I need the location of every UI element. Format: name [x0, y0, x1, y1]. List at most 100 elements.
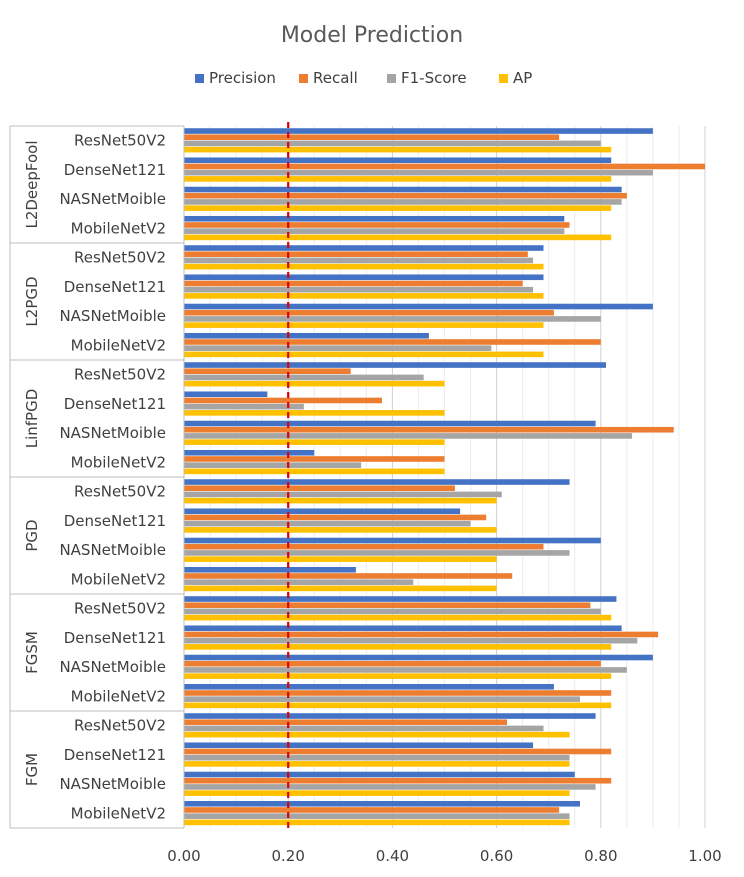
bar-f1-score: [184, 403, 304, 410]
category-label: NASNetMoible: [59, 775, 166, 793]
legend-entry: AP: [513, 69, 532, 87]
bar-precision: [184, 215, 565, 222]
category-label: DenseNet121: [64, 278, 166, 296]
bar-f1-score: [184, 462, 362, 468]
category-label: NASNetMoible: [59, 307, 166, 325]
bar-recall: [184, 397, 382, 404]
bar-ap: [184, 673, 612, 679]
bar-f1-score: [184, 579, 414, 585]
bar-recall: [184, 573, 513, 579]
x-tick-label: 0.60: [480, 847, 513, 865]
bar-recall: [184, 222, 570, 228]
bar-precision: [184, 683, 554, 690]
bar-precision: [184, 245, 544, 251]
bar-f1-score: [184, 140, 601, 147]
group-label: LinfPGD: [23, 389, 41, 449]
bar-f1-score: [184, 199, 622, 205]
bar-recall: [184, 309, 554, 316]
bar-f1-score: [184, 345, 492, 351]
category-label: MobileNetV2: [71, 219, 166, 237]
bar-ap: [184, 556, 497, 562]
bar-recall: [184, 690, 612, 696]
bar-f1-score: [184, 286, 534, 293]
category-label: ResNet50V2: [74, 132, 166, 150]
bar-recall: [184, 163, 705, 170]
category-label: NASNetMoible: [59, 424, 166, 442]
category-label: MobileNetV2: [71, 570, 166, 588]
bar-precision: [184, 332, 429, 339]
x-tick-label: 0.40: [376, 847, 409, 865]
bar-ap: [184, 380, 445, 387]
bar-precision: [184, 420, 596, 427]
bar-precision: [184, 157, 612, 164]
bar-recall: [184, 485, 455, 492]
bar-ap: [184, 293, 544, 299]
category-label: MobileNetV2: [71, 453, 166, 471]
category-label: DenseNet121: [64, 161, 166, 179]
legend-swatch: [195, 74, 204, 83]
category-label: MobileNetV2: [71, 687, 166, 705]
legend: Precision Recall F1-Score AP: [195, 69, 532, 87]
bar-recall: [184, 251, 528, 258]
bar-precision: [184, 625, 622, 632]
bar-recall: [184, 602, 591, 609]
bar-recall: [184, 339, 601, 345]
bar-precision: [184, 449, 315, 456]
bar-precision: [184, 362, 607, 368]
bar-precision: [184, 800, 580, 807]
bar-ap: [184, 468, 445, 475]
bar-ap: [184, 644, 612, 650]
axes: [9, 122, 290, 829]
bar-recall: [184, 514, 487, 521]
bar-ap: [184, 585, 497, 592]
bar-precision: [184, 391, 268, 398]
bar-precision: [184, 128, 653, 134]
bar-precision: [184, 274, 544, 281]
bar-recall: [184, 134, 560, 141]
bar-f1-score: [184, 169, 653, 176]
category-label: ResNet50V2: [74, 483, 166, 501]
bar-f1-score: [184, 637, 638, 644]
group-label: FGSM: [23, 631, 41, 674]
bar-precision: [184, 771, 575, 778]
category-labels: ResNet50V2 DenseNet121 NASNetMoible MobileN…: [23, 132, 166, 823]
legend-swatch: [499, 74, 508, 83]
bar-ap: [184, 731, 570, 738]
bar-recall: [184, 280, 523, 287]
legend-entry: F1-Score: [401, 69, 467, 87]
bars: [184, 128, 705, 826]
bar-f1-score: [184, 754, 570, 761]
bar-ap: [184, 176, 612, 182]
bar-ap: [184, 234, 612, 241]
category-label: NASNetMoible: [59, 541, 166, 559]
x-tick-label: 0.00: [167, 847, 200, 865]
bar-ap: [184, 146, 612, 153]
bar-precision: [184, 508, 461, 515]
bar-precision: [184, 596, 617, 602]
x-tick-label: 0.80: [584, 847, 617, 865]
bar-precision: [184, 713, 596, 719]
bar-f1-score: [184, 784, 596, 790]
x-tick-label: 0.20: [271, 847, 304, 865]
bar-precision: [184, 537, 601, 544]
category-label: NASNetMoible: [59, 658, 166, 676]
bar-f1-score: [184, 696, 580, 702]
bar-f1-score: [184, 608, 601, 615]
bar-ap: [184, 790, 570, 796]
legend-swatch: [299, 74, 308, 83]
bar-ap: [184, 614, 612, 621]
legend-entry: Recall: [313, 69, 358, 87]
bar-ap: [184, 819, 570, 826]
bar-recall: [184, 368, 351, 375]
bar-recall: [184, 719, 508, 726]
bar-recall: [184, 426, 674, 433]
bar-f1-score: [184, 374, 424, 381]
bar-recall: [184, 807, 560, 813]
bar-recall: [184, 777, 612, 784]
bar-ap: [184, 527, 497, 533]
bar-precision: [184, 566, 356, 573]
group-label: L2DeepFool: [23, 140, 41, 228]
chart-title: Model Prediction: [281, 23, 463, 48]
